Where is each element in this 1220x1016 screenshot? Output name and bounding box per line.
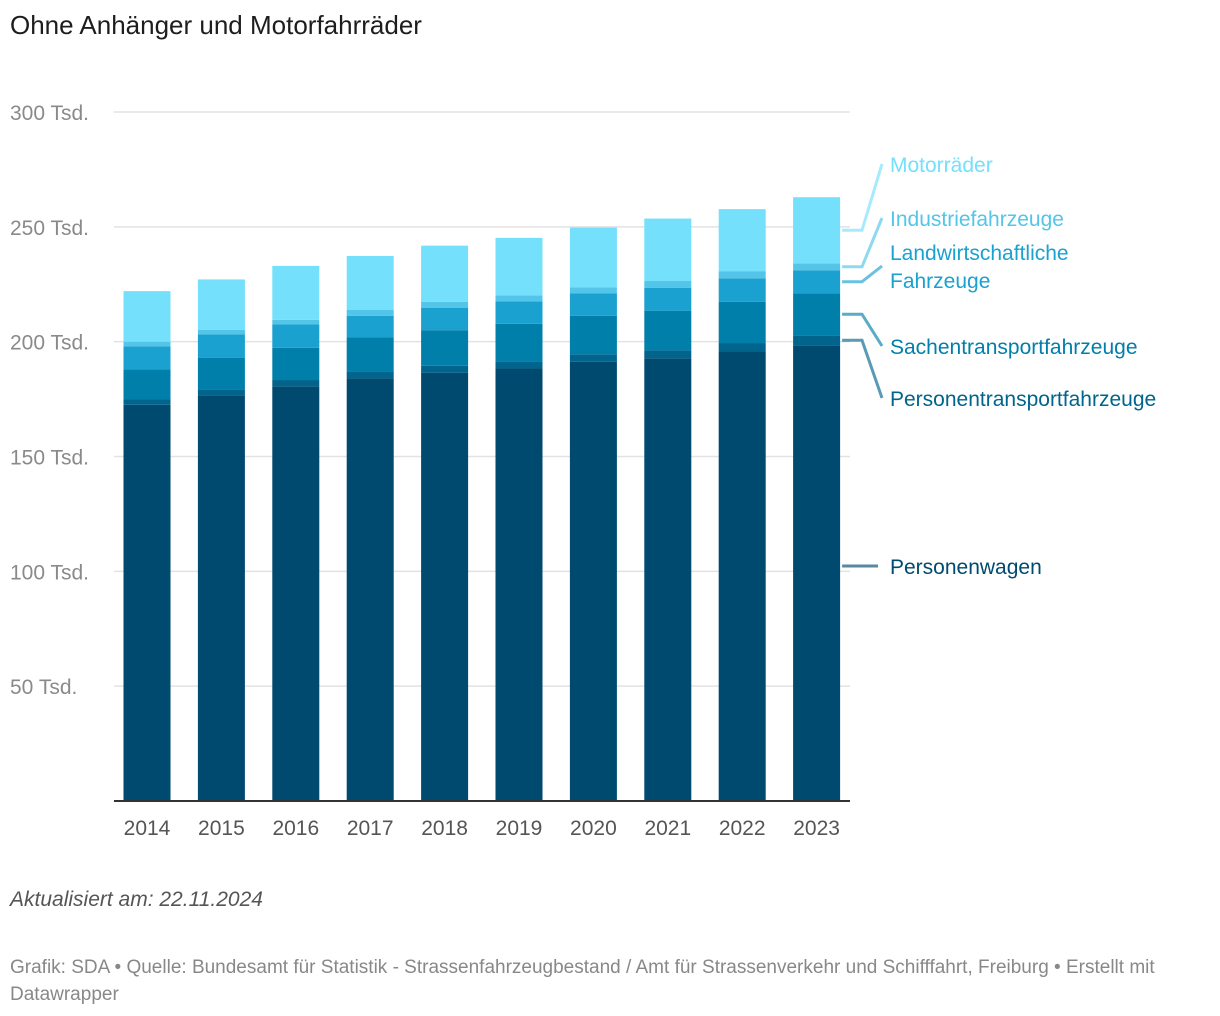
x-tick-label: 2020 bbox=[570, 817, 617, 840]
legend: Personenwagen Personentransportfahrzeuge S… bbox=[842, 154, 1156, 579]
legend-connector bbox=[842, 264, 883, 284]
y-tick-label: 250 Tsd. bbox=[10, 217, 89, 240]
stacked-bar-chart: 50 Tsd. 100 Tsd. 150 Tsd. 200 Tsd. 250 Tsd. 3… bbox=[10, 102, 1156, 840]
bar-segment bbox=[793, 197, 841, 264]
bar-segment bbox=[718, 351, 766, 801]
bar-segment bbox=[644, 310, 692, 351]
bar-segment bbox=[718, 301, 766, 344]
bar-segment bbox=[644, 358, 692, 801]
legend-label: Personentransportfahrzeuge bbox=[890, 388, 1156, 411]
bar-segment bbox=[793, 293, 841, 336]
bar-segment bbox=[569, 354, 617, 362]
bar-segment bbox=[272, 386, 320, 801]
x-tick-label: 2016 bbox=[272, 817, 319, 840]
legend-connector bbox=[842, 163, 884, 232]
bar-segment bbox=[793, 270, 841, 294]
x-axis-ticks: 2014 2015 2016 2017 2018 2019 2020 2021 2022 2023 bbox=[124, 817, 840, 840]
x-tick-label: 2018 bbox=[421, 817, 468, 840]
bar-segment bbox=[421, 365, 469, 373]
bar-segment bbox=[569, 293, 617, 316]
x-tick-label: 2019 bbox=[496, 817, 543, 840]
bar-segment bbox=[718, 271, 766, 279]
legend-label: Industriefahrzeuge bbox=[890, 208, 1064, 231]
bar-segment bbox=[197, 329, 245, 335]
legend-label: Motorräder bbox=[890, 154, 993, 177]
x-tick-label: 2014 bbox=[124, 817, 171, 840]
bar-segment bbox=[421, 372, 469, 801]
x-tick-label: 2021 bbox=[644, 817, 691, 840]
bar-segment bbox=[495, 301, 543, 324]
bar-segment bbox=[569, 287, 617, 294]
bar-segment bbox=[793, 345, 841, 801]
bar-segment bbox=[421, 307, 469, 331]
bar-segment bbox=[644, 287, 692, 311]
bar-segment bbox=[272, 319, 320, 325]
bar-segment bbox=[421, 301, 469, 308]
bar-segment bbox=[346, 371, 394, 379]
bar-segment bbox=[569, 315, 617, 355]
bar-segment bbox=[421, 245, 469, 302]
bar-segment bbox=[197, 389, 245, 396]
legend-label: Personenwagen bbox=[890, 556, 1042, 579]
y-tick-label: 100 Tsd. bbox=[10, 561, 89, 584]
bar-segment bbox=[569, 361, 617, 801]
bar-segment bbox=[346, 256, 394, 310]
bar-segment bbox=[495, 295, 543, 302]
bar-segment bbox=[272, 324, 320, 348]
bar-segment bbox=[644, 218, 692, 282]
bar-segment bbox=[495, 361, 543, 369]
bar-segment bbox=[793, 335, 841, 346]
bar-segment bbox=[644, 281, 692, 288]
chart-title: Ohne Anhänger und Motorfahrräder bbox=[10, 10, 422, 40]
legend-label: Landwirtschaftliche Fahrzeuge bbox=[890, 242, 1069, 293]
x-tick-label: 2022 bbox=[719, 817, 766, 840]
bar-segment bbox=[346, 309, 394, 316]
bar-segment bbox=[346, 378, 394, 801]
bar-segment bbox=[272, 380, 320, 387]
y-tick-label: 50 Tsd. bbox=[10, 676, 77, 699]
bar-segment bbox=[793, 263, 841, 271]
x-tick-label: 2015 bbox=[198, 817, 245, 840]
legend-connector bbox=[842, 312, 884, 347]
bar-segment bbox=[718, 278, 766, 302]
bar-segment bbox=[495, 323, 543, 362]
legend-connector bbox=[842, 338, 884, 399]
x-tick-label: 2017 bbox=[347, 817, 394, 840]
y-tick-label: 200 Tsd. bbox=[10, 332, 89, 355]
bar-segment bbox=[123, 404, 171, 801]
bar-segment bbox=[346, 337, 394, 372]
bar-segment bbox=[123, 346, 171, 370]
y-tick-label: 300 Tsd. bbox=[10, 102, 89, 125]
legend-connector bbox=[842, 217, 884, 269]
bar-segment bbox=[346, 315, 394, 338]
bar-segment bbox=[272, 265, 320, 320]
bar-segment bbox=[197, 279, 245, 330]
bar-segment bbox=[197, 395, 245, 801]
bar-segment bbox=[644, 350, 692, 359]
updated-note: Aktualisiert am: 22.11.2024 bbox=[10, 888, 263, 911]
bar-segment bbox=[718, 209, 766, 272]
bar-segment bbox=[495, 368, 543, 801]
bar-segment bbox=[569, 227, 617, 288]
bar-segment bbox=[272, 347, 320, 381]
x-tick-label: 2023 bbox=[793, 817, 840, 840]
bar-segment bbox=[123, 341, 171, 347]
bar-segment bbox=[718, 343, 766, 352]
bar-segment bbox=[197, 334, 245, 358]
bar-segment bbox=[197, 357, 245, 390]
bar-segment bbox=[495, 237, 543, 296]
bar-segment bbox=[123, 369, 171, 400]
bar-segment bbox=[123, 399, 171, 405]
source-footer: Grafik: SDA • Quelle: Bundesamt für Stat… bbox=[10, 957, 1155, 1005]
bar-segment bbox=[123, 291, 171, 342]
bars bbox=[123, 197, 841, 801]
y-tick-label: 150 Tsd. bbox=[10, 447, 89, 470]
bar-segment bbox=[421, 330, 469, 366]
y-axis-ticks: 50 Tsd. 100 Tsd. 150 Tsd. 200 Tsd. 250 Tsd. 3… bbox=[10, 102, 89, 699]
legend-label: Sachentransportfahrzeuge bbox=[890, 336, 1138, 359]
